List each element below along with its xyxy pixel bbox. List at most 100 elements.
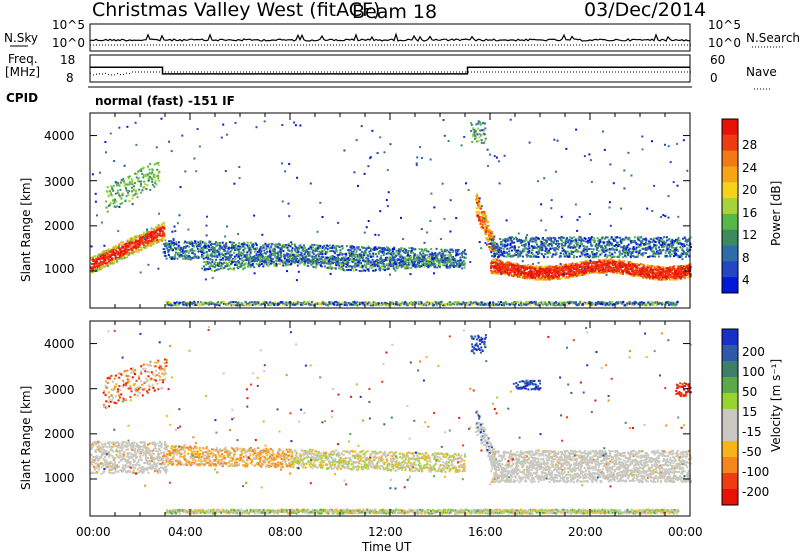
power-echo	[230, 241, 233, 244]
power-echo	[146, 230, 149, 233]
power-echo	[119, 181, 122, 184]
power-echo	[241, 262, 244, 265]
power-echo	[115, 205, 118, 208]
power-echo	[366, 303, 369, 306]
power-echo	[499, 261, 502, 264]
power-echo	[284, 264, 287, 267]
power-echo	[387, 267, 390, 270]
power-echo	[243, 241, 246, 244]
power-echo	[430, 302, 432, 305]
power-echo	[240, 254, 243, 257]
power-echo	[633, 269, 636, 272]
power-echo	[219, 261, 222, 264]
power-echo	[397, 265, 400, 268]
power-echo	[219, 245, 222, 248]
power-echo	[175, 240, 178, 243]
power-echo	[432, 255, 435, 258]
power-echo	[425, 261, 428, 264]
power-echo	[453, 303, 456, 306]
power-echo	[208, 261, 211, 264]
power-echo	[476, 197, 479, 200]
power-echo	[138, 169, 141, 172]
power-echo	[280, 251, 282, 254]
power-echo	[364, 252, 367, 255]
power-echo	[308, 254, 311, 257]
power-echo	[450, 263, 453, 266]
power-echo	[676, 300, 679, 303]
power-echo	[486, 230, 489, 233]
power-echo	[430, 248, 433, 251]
power-echo	[404, 258, 407, 261]
power-echo	[188, 302, 191, 305]
power-echo	[411, 251, 414, 254]
power-echo	[209, 254, 212, 257]
power-echo	[95, 258, 98, 260]
power-echo	[144, 238, 146, 241]
power-echo	[588, 270, 591, 273]
power-echo	[247, 264, 250, 267]
power-echo	[479, 220, 482, 223]
power-echo	[348, 259, 351, 262]
power-echo	[286, 258, 289, 261]
power-echo	[518, 275, 521, 278]
power-echo	[428, 303, 431, 306]
power-echo	[396, 301, 399, 304]
power-echo	[595, 302, 598, 304]
power-echo	[358, 256, 361, 259]
power-echo	[404, 301, 407, 304]
sky-noise-line	[89, 32, 691, 42]
power-echo	[631, 266, 633, 269]
power-echo	[255, 244, 258, 246]
power-echo	[122, 241, 124, 244]
power-echo	[604, 270, 607, 273]
power-echo	[404, 267, 407, 270]
power-echo	[218, 304, 221, 307]
power-echo	[198, 245, 201, 248]
power-echo	[236, 264, 238, 267]
power-echo	[513, 268, 516, 271]
power-echo	[395, 262, 398, 265]
power-echo	[537, 276, 540, 279]
power-echo	[461, 254, 464, 257]
power-echo	[593, 303, 596, 306]
power-echo	[341, 245, 344, 248]
power-echo	[211, 246, 214, 249]
power-echo	[278, 258, 281, 261]
power-echo	[140, 168, 143, 171]
power-echo	[214, 261, 217, 264]
power-echo	[587, 301, 590, 304]
power-echo	[332, 262, 334, 265]
power-echo	[198, 304, 201, 307]
power-echo	[285, 304, 288, 307]
power-echo	[293, 301, 296, 304]
power-echo	[151, 243, 154, 245]
power-echo	[245, 254, 248, 257]
power-echo	[336, 244, 339, 247]
power-echo	[544, 271, 547, 274]
power-echo	[289, 301, 292, 304]
power-echo	[529, 266, 532, 268]
power-echo	[278, 304, 281, 306]
power-echo	[387, 246, 390, 249]
power-echo	[384, 248, 387, 251]
power-echo	[487, 224, 490, 227]
power-echo	[349, 249, 352, 252]
power-echo	[613, 269, 616, 271]
power-echo	[93, 264, 96, 267]
power-echo	[538, 267, 541, 270]
power-echo	[366, 262, 368, 265]
power-echo	[456, 303, 459, 306]
power-echo	[556, 271, 559, 274]
power-echo	[242, 302, 245, 305]
power-echo	[237, 265, 240, 268]
power-echo	[484, 223, 487, 226]
power-echo	[161, 225, 164, 228]
power-echo	[438, 251, 441, 254]
power-echo	[520, 270, 523, 273]
power-echo	[129, 237, 132, 240]
power-echo	[211, 255, 214, 257]
power-echo	[193, 249, 196, 252]
power-echo	[630, 261, 633, 264]
power-echo	[233, 251, 236, 254]
power-echo	[171, 304, 174, 307]
